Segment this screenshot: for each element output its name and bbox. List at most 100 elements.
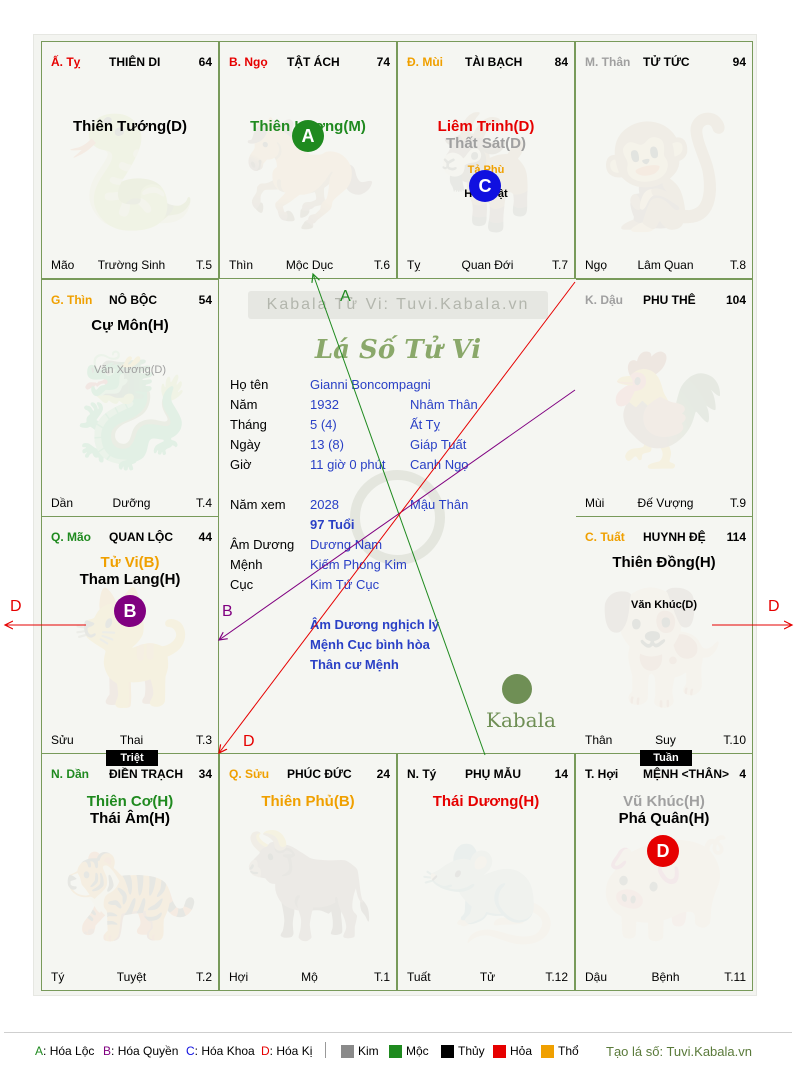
footer-stage: Suy (655, 733, 676, 747)
day-canchi: Giáp Tuất (410, 437, 467, 452)
footer-branch: Tỵ (407, 258, 421, 272)
name-value: Gianni Boncompagni (310, 377, 431, 392)
star-label: Văn Xương(D) (93, 364, 167, 376)
star-label: Thái Dương(H) (432, 793, 540, 810)
footer-stage: Trường Sinh (97, 258, 166, 272)
palace-cell-phu-mau[interactable]: 🐀 N. Tý PHỤ MẪU 14 Thái Dương(H) Tuất Tử T.12 (397, 753, 575, 991)
palace-footer: Thìn Mộc Dục T.6 (229, 258, 390, 272)
footer-branch: Tý (51, 970, 65, 984)
legend-credit[interactable]: Tạo lá số: Tuvi.Kabala.vn (606, 1044, 752, 1059)
palace-canchi: M. Thân (585, 55, 631, 69)
kabala-logo-text: Kabala (486, 708, 556, 732)
footer-stage: Mộ (301, 970, 318, 984)
palace-header: C. Tuất HUYNH ĐỆ 114 (585, 530, 746, 546)
footer-branch: Mùi (585, 496, 605, 510)
footer-stage: Thai (119, 733, 144, 747)
palace-footer: Ngọ Lâm Quan T.8 (585, 258, 746, 272)
dragon-watermark-icon: 🐉 (62, 346, 200, 474)
palace-name: TÀI BẠCH (465, 55, 523, 69)
palace-canchi: Ấ. Tỵ (51, 55, 81, 69)
age-value: 97 Tuổi (310, 517, 355, 532)
badge-a: A (292, 120, 324, 152)
rat-watermark-icon: 🐀 (418, 820, 556, 948)
star-label: Thiên Cơ(H) (86, 793, 174, 810)
palace-footer: Mão Trường Sinh T.5 (51, 258, 212, 272)
view-year-value: 2028 (310, 497, 339, 512)
footer-index: T.3 (195, 733, 212, 747)
palace-cell-phu-the[interactable]: 🐓 K. Dậu PHU THÊ 104 Mùi Đế Vượng T.9 (575, 279, 753, 517)
palace-name: NÔ BỘC (109, 293, 157, 307)
star-label: Tham Lang(H) (79, 571, 181, 588)
palace-cell-menh[interactable]: 🐖 T. Hợi MỆNH <THÂN> 4 Vũ Khúc(H) Phá Quân(H… (575, 753, 753, 991)
footer-index: T.8 (729, 258, 746, 272)
snake-watermark-icon: 🐍 (62, 108, 200, 236)
arrow-label-d-center: D (243, 733, 255, 750)
palace-canchi: N. Dần (51, 767, 90, 781)
footer-index: T.4 (195, 496, 212, 510)
palace-number: 64 (198, 55, 212, 69)
hour-value: 11 giờ 0 phút (310, 457, 386, 472)
palace-cell-dien-trach[interactable]: 🐅 N. Dần ĐIỀN TRẠCH 34 Thiên Cơ(H) Thái Âm(H… (41, 753, 219, 991)
star-label: Thiên Tướng(D) (72, 118, 187, 135)
menh-value: Kiếm Phong Kim (310, 557, 407, 572)
palace-header: Ấ. Tỵ THIÊN DI 64 (51, 55, 212, 71)
month-label: Tháng (230, 417, 267, 432)
footer-stage: Mộc Dục (285, 258, 334, 272)
thuy-swatch (441, 1045, 454, 1058)
palace-cell-thien-di[interactable]: 🐍 Ấ. Tỵ THIÊN DI 64 Thiên Tướng(D) Mão Trường… (41, 41, 219, 279)
palace-cell-huynh-de[interactable]: 🐕 C. Tuất HUYNH ĐỆ 114 Thiên Đồng(H) Văn Khú… (575, 516, 753, 754)
palace-footer: Thân Suy T.10 (585, 733, 746, 747)
legend-hoa-khoa: C: Hóa Khoa (186, 1044, 255, 1058)
footer-index: T.10 (723, 733, 746, 747)
star-label: Thiên Phủ(B) (261, 793, 355, 810)
palace-name: PHÚC ĐỨC (287, 767, 352, 781)
palace-cell-tat-ach[interactable]: 🐎 B. Ngọ TẬT ÁCH 74 Thiên Lương(M) Thìn Mộc D… (219, 41, 397, 279)
palace-header: T. Hợi MỆNH <THÂN> 4 (585, 767, 746, 783)
palace-canchi: N. Tý (407, 767, 437, 781)
footer-index: T.1 (373, 970, 390, 984)
footer-branch: Dậu (585, 970, 608, 984)
badge-b: B (114, 595, 146, 627)
palace-name: MỆNH <THÂN> (643, 767, 730, 781)
star-label: Thất Sát(D) (446, 135, 526, 152)
footer-index: T.12 (545, 970, 568, 984)
year-canchi: Nhâm Thân (410, 397, 478, 412)
footer-index: T.9 (729, 496, 746, 510)
arrow-label-b: B (222, 603, 233, 620)
star-label: Thiên Đồng(H) (612, 554, 716, 571)
star-label: Phá Quân(H) (618, 810, 710, 827)
moc-swatch (389, 1045, 402, 1058)
palace-cell-quan-loc[interactable]: 🐈 Q. Mão QUAN LỘC 44 Tử Vi(B) Tham Lang(H) Sử… (41, 516, 219, 754)
palace-number: 94 (732, 55, 746, 69)
footer-index: T.2 (195, 970, 212, 984)
footer-branch: Sửu (51, 733, 74, 747)
month-canchi: Ất Tỵ (410, 417, 441, 432)
palace-header: Đ. Mùi TÀI BẠCH 84 (407, 55, 568, 71)
footer-branch: Hợi (229, 970, 249, 984)
palace-number: 24 (376, 767, 390, 781)
kabala-tree-logo-icon (502, 674, 532, 704)
palace-canchi: C. Tuất (585, 530, 625, 544)
hour-label: Giờ (230, 457, 252, 472)
palace-cell-tu-tuc[interactable]: 🐒 M. Thân TỬ TỨC 94 Ngọ Lâm Quan T.8 (575, 41, 753, 279)
palace-cell-no-boc[interactable]: 🐉 G. Thìn NÔ BỘC 54 Cự Môn(H) Văn Xương(D) Dầ… (41, 279, 219, 517)
palace-canchi: Q. Sửu (229, 767, 270, 781)
footer-stage: Quan Đới (461, 258, 514, 272)
legend-hoa-quyen: B: Hóa Quyền (103, 1044, 179, 1058)
palace-number: 14 (554, 767, 568, 781)
year-label: Năm (230, 397, 258, 412)
amduong-value: Dương Nam (310, 537, 383, 552)
view-year-canchi: Mậu Thân (410, 497, 469, 512)
footer-branch: Dần (51, 496, 74, 510)
palace-name: HUYNH ĐỆ (643, 530, 706, 544)
palace-cell-phuc-duc[interactable]: 🐂 Q. Sửu PHÚC ĐỨC 24 Thiên Phủ(B) Hợi Mộ T.1 (219, 753, 397, 991)
palace-number: 34 (198, 767, 212, 781)
palace-footer: Dần Dưỡng T.4 (51, 496, 212, 510)
legend-separator (325, 1042, 326, 1058)
palace-name: TẬT ÁCH (287, 55, 340, 69)
palace-footer: Mùi Đế Vượng T.9 (585, 496, 746, 510)
star-label: Văn Khúc(D) (631, 599, 697, 611)
footer-branch: Mão (51, 258, 75, 272)
palace-footer: Hợi Mộ T.1 (229, 970, 390, 984)
